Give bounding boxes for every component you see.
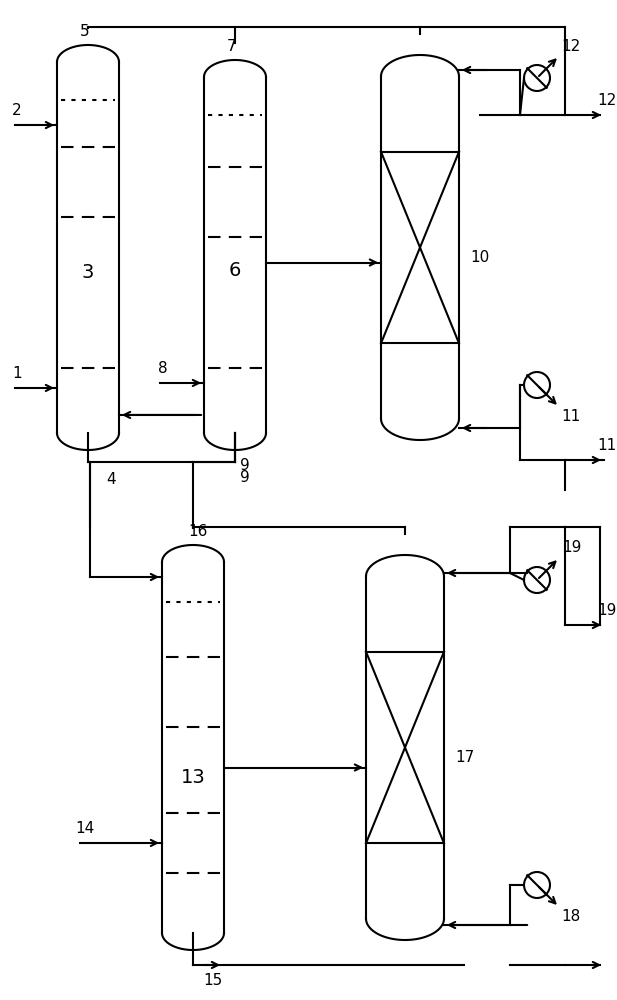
Text: 6: 6 <box>229 260 241 279</box>
Text: 9: 9 <box>240 458 250 473</box>
Text: 13: 13 <box>181 768 205 787</box>
Text: 19: 19 <box>562 540 581 555</box>
Text: 15: 15 <box>203 973 222 988</box>
Text: 11: 11 <box>597 438 616 453</box>
Text: 3: 3 <box>82 263 94 282</box>
Text: 16: 16 <box>188 524 208 539</box>
Text: 18: 18 <box>561 909 580 924</box>
Text: 1: 1 <box>12 366 22 381</box>
Text: 19: 19 <box>597 603 616 618</box>
Text: 2: 2 <box>12 103 22 118</box>
Text: 14: 14 <box>75 821 94 836</box>
Text: 9: 9 <box>240 470 250 485</box>
Text: 5: 5 <box>80 24 90 39</box>
Text: 11: 11 <box>561 409 580 424</box>
Text: 4: 4 <box>106 472 115 487</box>
Text: 7: 7 <box>227 39 237 54</box>
Text: 12: 12 <box>597 93 616 108</box>
Text: 12: 12 <box>561 39 580 54</box>
Text: 10: 10 <box>470 250 489 265</box>
Text: 8: 8 <box>158 361 168 376</box>
Text: 17: 17 <box>455 750 474 765</box>
